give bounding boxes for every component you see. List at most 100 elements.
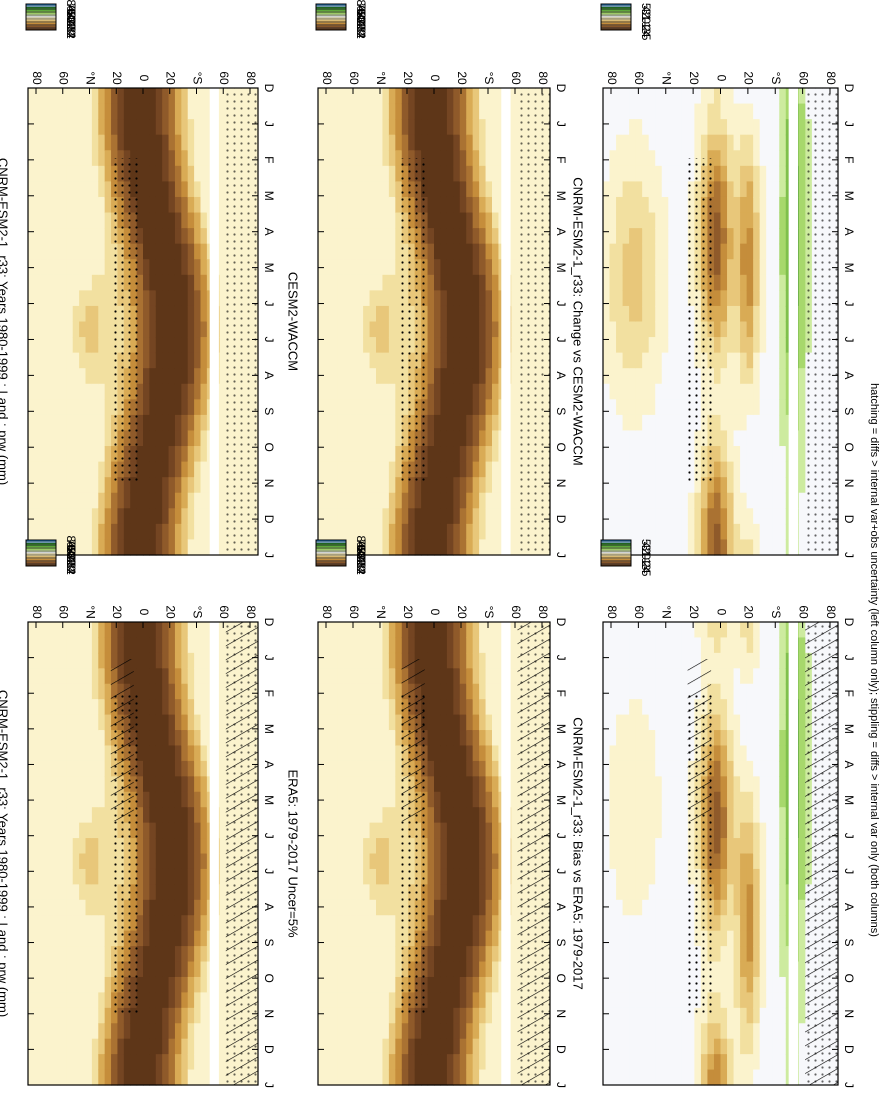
field-cell <box>369 461 377 478</box>
field-cell <box>446 838 454 855</box>
field-cell <box>350 1038 358 1055</box>
field-cell <box>655 745 663 762</box>
field-cell <box>40 383 48 400</box>
field-cell <box>330 992 338 1009</box>
month-label: J <box>554 552 568 558</box>
field-cell <box>382 1023 390 1040</box>
field-cell <box>98 477 106 494</box>
lat-label: °S <box>190 606 204 619</box>
field-cell <box>200 274 208 291</box>
field-cell <box>440 930 448 947</box>
field-cell <box>511 477 519 494</box>
field-cell <box>40 259 48 276</box>
field-cell <box>40 243 48 260</box>
field-cell <box>181 508 189 525</box>
month-label: J <box>554 336 568 342</box>
field-cell <box>668 946 676 963</box>
field-cell <box>655 714 663 731</box>
field-cell <box>155 477 163 494</box>
field-cell <box>337 383 345 400</box>
field-cell <box>434 352 442 369</box>
field-cell <box>28 430 35 447</box>
field-cell <box>330 259 338 276</box>
field-cell <box>343 134 351 151</box>
field-cell <box>136 414 144 432</box>
field-cell <box>343 884 351 901</box>
field-cell <box>511 1069 519 1086</box>
field-cell <box>40 622 48 639</box>
field-cell <box>511 88 519 105</box>
field-cell <box>635 899 643 916</box>
field-cell <box>603 760 611 777</box>
field-cell <box>136 791 144 808</box>
field-cell <box>421 1023 429 1040</box>
field-cell <box>149 1069 157 1086</box>
field-cell <box>149 165 157 182</box>
field-cell <box>479 165 487 182</box>
field-cell <box>168 508 176 525</box>
field-cell <box>492 165 500 182</box>
field-cell <box>609 807 617 824</box>
field-cell <box>485 1023 493 1040</box>
field-cell <box>421 1038 429 1055</box>
field-cell <box>104 368 112 385</box>
field-cell <box>91 508 99 525</box>
field-cell <box>343 730 351 747</box>
field-cell <box>382 399 390 416</box>
field-cell <box>66 699 74 716</box>
field-cell <box>149 446 157 463</box>
field-cell <box>200 745 208 762</box>
field-cell <box>337 259 345 276</box>
field-cell <box>219 791 227 808</box>
field-cell <box>479 637 487 654</box>
field-cell <box>194 103 202 120</box>
field-cell <box>427 508 435 525</box>
field-cell <box>492 652 500 669</box>
field-cell <box>111 477 119 494</box>
field-cell <box>194 714 202 731</box>
field-cell <box>47 243 55 260</box>
field-cell <box>388 399 396 416</box>
field-cell <box>330 807 338 824</box>
field-cell <box>642 930 650 947</box>
field-cell <box>149 523 157 541</box>
field-cell <box>337 461 345 478</box>
month-label: O <box>554 973 568 982</box>
field-cell <box>453 868 461 885</box>
field-cell <box>104 539 112 556</box>
field-cell <box>629 791 637 808</box>
field-cell <box>376 807 384 824</box>
field-cell <box>343 946 351 963</box>
field-cell <box>155 103 163 120</box>
field-cell <box>162 259 170 276</box>
field-cell <box>168 915 176 932</box>
field-cell <box>479 212 487 229</box>
field-cell <box>40 637 48 654</box>
field-cell <box>149 1007 157 1024</box>
field-cell <box>363 668 371 685</box>
field-cell <box>59 1023 67 1040</box>
field-cell <box>382 1054 390 1071</box>
field-cell <box>219 946 227 963</box>
field-cell <box>91 243 99 260</box>
field-cell <box>181 807 189 824</box>
field-cell <box>376 88 384 105</box>
field-cell <box>440 492 448 509</box>
field-cell <box>414 523 422 541</box>
field-cell <box>162 1023 170 1040</box>
field-cell <box>421 1069 429 1086</box>
field-cell <box>162 477 170 494</box>
field-cell <box>28 946 35 963</box>
field-cell <box>194 668 202 685</box>
field-cell <box>181 822 189 839</box>
field-cell <box>181 930 189 947</box>
field-cell <box>356 915 364 932</box>
field-cell <box>40 652 48 669</box>
field-cell <box>194 899 202 916</box>
field-cell <box>382 652 390 669</box>
month-label: J <box>262 1082 276 1088</box>
field-cell <box>162 714 170 731</box>
field-cell <box>356 930 364 947</box>
field-cell <box>149 930 157 947</box>
field-cell <box>219 760 227 777</box>
